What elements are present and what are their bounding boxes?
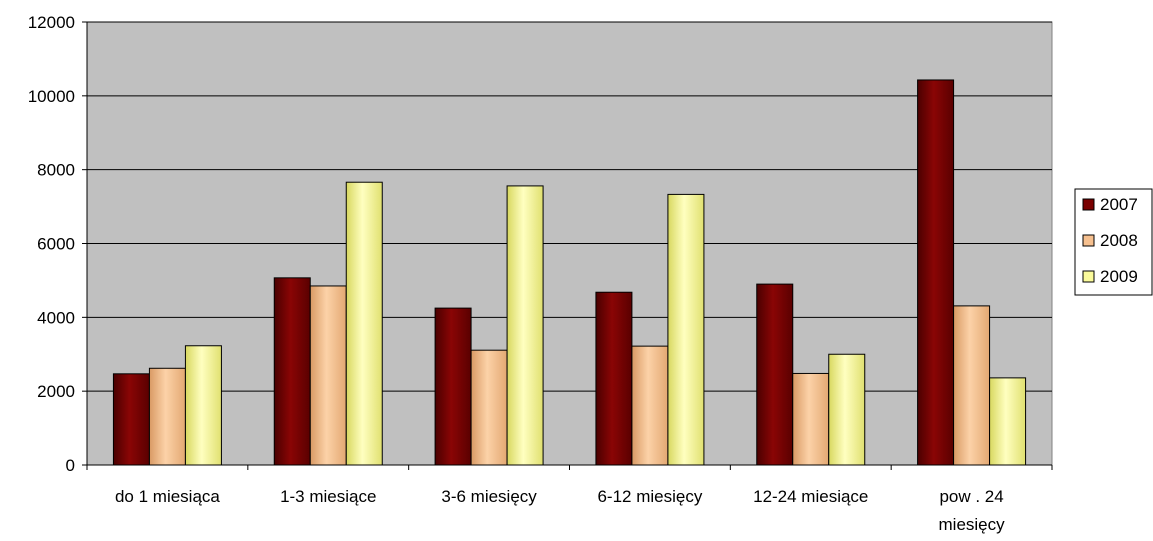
bar-2009 <box>506 185 544 466</box>
legend-label-2007: 2007 <box>1100 195 1138 214</box>
bar-2007 <box>273 277 311 466</box>
bar-2009 <box>989 377 1027 466</box>
bar-2007 <box>595 291 633 466</box>
bar-2008 <box>953 305 991 466</box>
x-category-label: 6-12 miesięcy <box>597 487 702 506</box>
legend-swatch-2009 <box>1082 270 1095 283</box>
x-axis-ticks: do 1 miesiąca 1-3 miesiące 3-6 miesięcy 6-1… <box>86 465 1053 534</box>
y-axis-ticks: 0 2000 4000 6000 8000 10000 12000 <box>28 13 87 475</box>
bar-2009 <box>667 193 705 466</box>
bar-2008 <box>309 285 347 466</box>
legend-swatch-2007 <box>1082 198 1095 211</box>
y-tick-label: 8000 <box>37 161 75 180</box>
y-tick-label: 2000 <box>37 382 75 401</box>
legend-swatch-2008 <box>1082 234 1095 247</box>
bar-2007 <box>434 307 472 466</box>
bar-2007 <box>917 79 955 466</box>
y-tick-label: 12000 <box>28 13 75 32</box>
bar-2007 <box>756 283 794 466</box>
bar-2009 <box>184 345 222 466</box>
legend-label-2008: 2008 <box>1100 231 1138 250</box>
x-category-label: do 1 miesiąca <box>115 487 220 506</box>
y-tick-label: 6000 <box>37 235 75 254</box>
x-category-label: 3-6 miesięcy <box>441 487 537 506</box>
bar-2008 <box>792 372 830 466</box>
legend: 2007 2008 2009 <box>1074 188 1153 296</box>
bar-2008 <box>631 345 669 466</box>
bar-2008 <box>148 367 186 466</box>
x-category-label: 12-24 miesiące <box>753 487 868 506</box>
y-tick-label: 10000 <box>28 87 75 106</box>
gridlines <box>87 21 1052 392</box>
x-category-label: miesięcy <box>939 515 1006 534</box>
bars <box>112 79 1027 466</box>
bar-2009 <box>828 353 866 466</box>
bar-2007 <box>112 373 150 466</box>
y-tick-label: 4000 <box>37 308 75 327</box>
y-tick-label: 0 <box>66 456 75 475</box>
bar-2008 <box>470 349 508 466</box>
bar-2009 <box>345 181 383 466</box>
x-category-label: 1-3 miesiące <box>280 487 376 506</box>
x-category-label: pow . 24 <box>939 487 1003 506</box>
legend-label-2009: 2009 <box>1100 267 1138 286</box>
